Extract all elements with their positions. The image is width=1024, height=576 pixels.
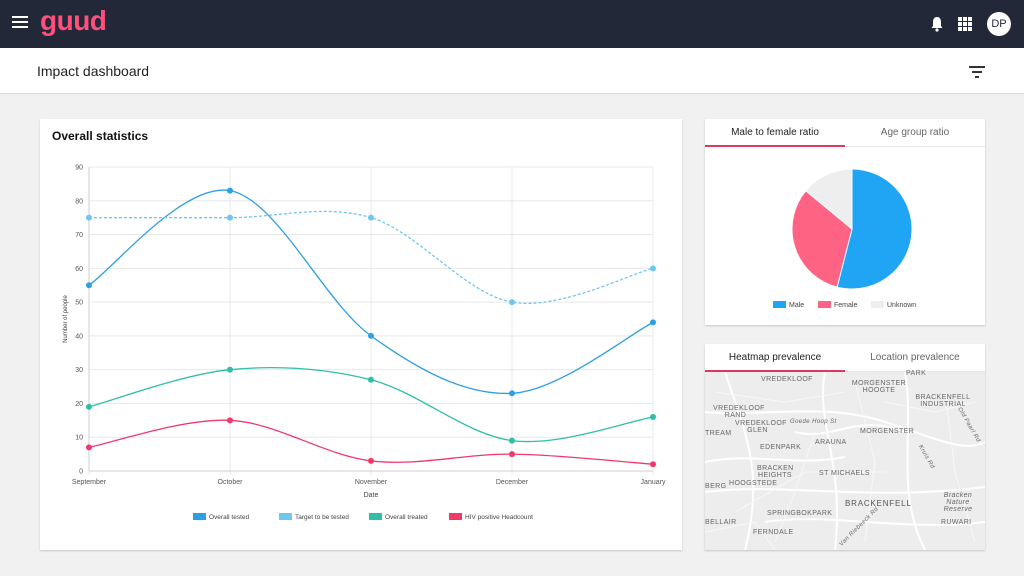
map-label: BELLAIR	[705, 519, 737, 526]
data-point-overall-tested	[650, 319, 656, 326]
pie-slice-unknown	[805, 168, 853, 231]
data-point-overall-treated	[227, 366, 233, 373]
y-axis-label: Number of people	[63, 294, 69, 342]
tab-male-female-ratio[interactable]: Male to female ratio	[705, 119, 845, 147]
data-point-overall-treated	[509, 437, 515, 444]
map-label: VREDEKLOOF	[761, 376, 813, 383]
map-label: Bracken Nature Reserve	[943, 492, 973, 513]
map-label: RUWARI	[941, 519, 972, 526]
map-label: MORGENSTER HOOGTE	[851, 380, 907, 394]
legend-swatch-female	[818, 301, 831, 308]
logo[interactable]: guud	[40, 5, 107, 36]
legend-label-unknown: Unknown	[887, 302, 916, 309]
tab-age-group-ratio[interactable]: Age group ratio	[880, 127, 950, 138]
data-point-overall-tested	[509, 390, 515, 397]
x-tick-label: December	[496, 479, 529, 486]
notification-bell-icon[interactable]	[930, 16, 944, 32]
y-tick-label: 90	[75, 165, 83, 172]
map-label: VREDEKLOOF GLEN	[735, 420, 787, 434]
data-point-overall-tested	[227, 187, 233, 194]
user-avatar[interactable]: DP	[987, 12, 1011, 36]
map-label: TREAM	[705, 430, 732, 437]
legend-label-overall-tested: Overall tested	[209, 514, 249, 521]
y-tick-label: 0	[79, 469, 83, 476]
top-bar: guud DP	[0, 0, 1024, 48]
y-tick-label: 80	[75, 198, 83, 205]
data-point-overall-treated	[368, 376, 374, 383]
legend-swatch-target-to-be-tested	[279, 513, 292, 520]
hamburger-menu-icon[interactable]	[12, 16, 28, 30]
ratio-tabs: Male to female ratio Age group ratio	[705, 119, 985, 147]
x-tick-label: January	[641, 479, 666, 486]
map-tabs: Heatmap prevalence Location prevalence	[705, 344, 985, 372]
pie-chart: Male Female Unknown	[773, 168, 916, 309]
legend-label-overall-treated: Overall treated	[385, 514, 428, 521]
map-roads	[705, 372, 985, 550]
map-label: Goede Hoop St	[790, 419, 837, 425]
legend-swatch-male	[773, 301, 786, 308]
x-tick-label: November	[355, 479, 388, 486]
y-tick-label: 40	[75, 333, 83, 340]
map-label: ST MICHAELS	[819, 470, 870, 477]
map-label: SPRINGBOKPARK	[767, 510, 833, 517]
y-tick-label: 60	[75, 266, 83, 273]
data-point-target-to-be-tested	[368, 214, 374, 221]
map-label: BERG	[705, 483, 727, 490]
y-tick-label: 50	[75, 300, 83, 307]
tab-heatmap-prevalence[interactable]: Heatmap prevalence	[705, 344, 845, 372]
overall-statistics-card: Overall statistics 0 10 20 30 40 50 60 70 80 90 Se…	[40, 119, 682, 550]
legend-label-hiv-positive-headcount: HIV positive Headcount	[465, 514, 533, 521]
legend-swatch-unknown	[871, 301, 884, 308]
y-tick-label: 20	[75, 401, 83, 408]
prevalence-map-card: Heatmap prevalence Location prevalence	[705, 344, 985, 550]
legend-label-male: Male	[789, 302, 804, 309]
page-title: Impact dashboard	[37, 63, 150, 79]
series-line-overall-tested	[88, 189, 654, 394]
data-point-hiv-positive-headcount	[650, 461, 656, 468]
x-axis-label: Date	[364, 492, 379, 499]
data-point-hiv-positive-headcount	[86, 444, 92, 451]
legend-swatch-hiv-positive-headcount	[449, 513, 462, 520]
page-header: Impact dashboard	[0, 48, 1024, 94]
map-label: ARAUNA	[815, 439, 847, 446]
map-label: VREDEKLOOF RAND	[713, 405, 765, 419]
map-label: MORGENSTER	[860, 428, 915, 435]
data-point-target-to-be-tested	[227, 214, 233, 221]
map-label: BRACKENFELL INDUSTRIAL	[915, 394, 971, 408]
y-tick-label: 10	[75, 435, 83, 442]
y-tick-label: 70	[75, 232, 83, 239]
legend-swatch-overall-tested	[193, 513, 206, 520]
gender-ratio-card: Male to female ratio Age group ratio Mal…	[705, 119, 985, 325]
data-point-overall-tested	[368, 332, 374, 339]
pie-slice-male	[836, 168, 913, 290]
apps-grid-icon[interactable]	[958, 17, 972, 31]
data-point-target-to-be-tested	[86, 214, 92, 221]
data-point-overall-treated	[86, 403, 92, 410]
line-chart: 0 10 20 30 40 50 60 70 80 90 September October Novem…	[63, 165, 666, 522]
x-tick-label: September	[72, 479, 107, 486]
pie-slice-female	[791, 190, 853, 288]
card-title: Overall statistics	[52, 129, 149, 143]
legend-swatch-overall-treated	[369, 513, 382, 520]
data-point-hiv-positive-headcount	[227, 417, 233, 424]
data-point-hiv-positive-headcount	[368, 457, 374, 464]
legend-label-female: Female	[834, 302, 857, 309]
data-point-target-to-be-tested	[650, 265, 656, 272]
x-tick-label: October	[218, 479, 244, 486]
map-label: FERNDALE	[753, 529, 794, 536]
map-label: BRACKENFELL	[845, 499, 912, 508]
map-label: PARK	[906, 370, 927, 377]
data-point-target-to-be-tested	[509, 299, 515, 306]
map-label: EDENPARK	[760, 444, 802, 451]
legend-label-target-to-be-tested: Target to be tested	[295, 514, 349, 521]
tab-location-prevalence[interactable]: Location prevalence	[870, 352, 960, 363]
data-point-overall-tested	[86, 282, 92, 289]
map-view[interactable]: VREDEKLOOF PARK MORGENSTER HOOGTE BRACKE…	[705, 370, 985, 550]
data-point-overall-treated	[650, 413, 656, 420]
filter-icon[interactable]	[969, 66, 985, 78]
y-tick-label: 30	[75, 367, 83, 374]
map-label: BRACKEN HEIGHTS	[757, 465, 794, 479]
map-label: HOOGSTEDE	[729, 480, 778, 487]
data-point-hiv-positive-headcount	[509, 451, 515, 458]
